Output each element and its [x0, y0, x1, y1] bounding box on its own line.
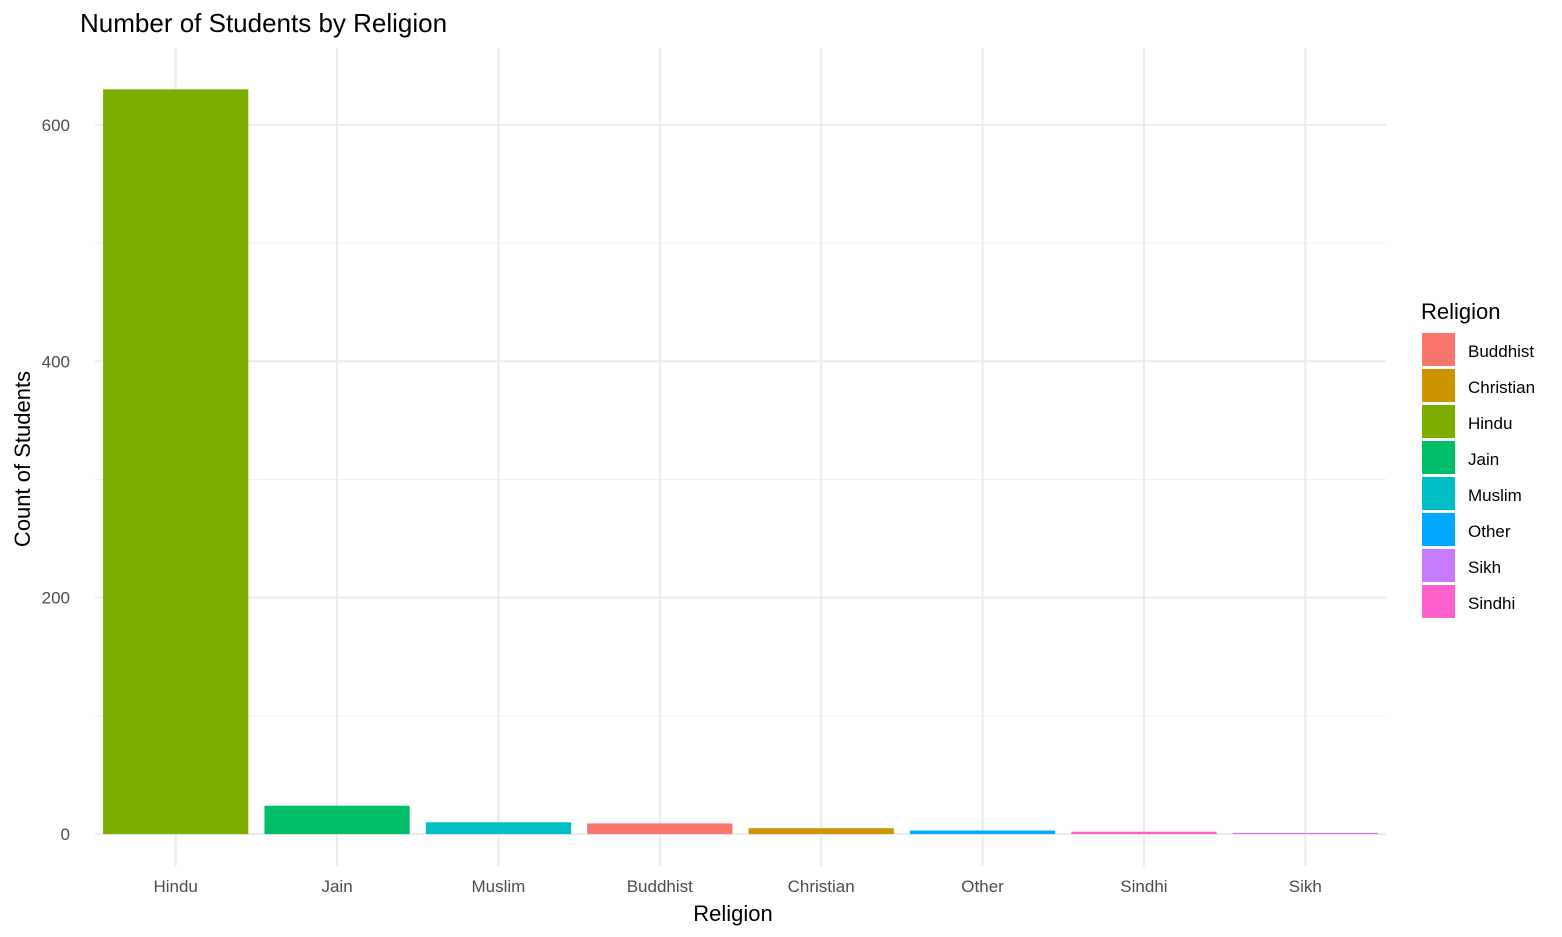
- x-tick-label: Sikh: [1289, 877, 1322, 896]
- bar-sikh: [1232, 832, 1378, 835]
- y-tick-label: 0: [61, 825, 70, 844]
- legend-swatch-muslim: [1422, 477, 1455, 510]
- legend-swatch-sikh: [1422, 549, 1455, 582]
- bar-christian: [748, 828, 894, 835]
- grid-lines: [95, 48, 1386, 866]
- y-tick-label: 600: [42, 116, 70, 135]
- bar-buddhist: [587, 823, 733, 835]
- y-tick-label: 200: [42, 589, 70, 608]
- y-axis-title: Count of Students: [10, 371, 35, 547]
- legend-label-muslim: Muslim: [1468, 486, 1522, 505]
- x-tick-label: Sindhi: [1120, 877, 1167, 896]
- x-axis-title: Religion: [693, 901, 773, 926]
- legend-label-other: Other: [1468, 522, 1511, 541]
- legend-label-sindhi: Sindhi: [1468, 594, 1515, 613]
- bar-other: [909, 830, 1056, 835]
- x-tick-label: Christian: [788, 877, 855, 896]
- x-tick-label: Jain: [321, 877, 352, 896]
- legend-label-hindu: Hindu: [1468, 414, 1512, 433]
- legend-swatch-buddhist: [1422, 333, 1455, 366]
- legend-swatch-other: [1422, 513, 1455, 546]
- legend-swatch-hindu: [1422, 405, 1455, 438]
- x-tick-label: Buddhist: [627, 877, 693, 896]
- legend-items: Buddhist Christian Hindu Jain Muslim Other Sik…: [1422, 333, 1535, 618]
- x-tick-label: Other: [961, 877, 1004, 896]
- legend-swatch-jain: [1422, 441, 1455, 474]
- legend-title: Religion: [1421, 299, 1501, 324]
- legend-label-buddhist: Buddhist: [1468, 342, 1534, 361]
- x-tick-label: Muslim: [472, 877, 526, 896]
- bar-sindhi: [1071, 831, 1217, 835]
- legend: Religion Buddhist Christian Hindu Jain Musli…: [1421, 299, 1535, 618]
- legend-label-jain: Jain: [1468, 450, 1499, 469]
- legend-label-sikh: Sikh: [1468, 558, 1501, 577]
- legend-swatch-christian: [1422, 369, 1455, 402]
- chart-title: Number of Students by Religion: [80, 8, 447, 38]
- x-axis-tick-labels: Hindu Jain Muslim Buddhist Christian Other Sin…: [153, 877, 1321, 896]
- bar-jain: [264, 805, 410, 835]
- bars: [103, 89, 1378, 835]
- x-tick-label: Hindu: [153, 877, 197, 896]
- y-tick-label: 400: [42, 352, 70, 371]
- legend-swatch-sindhi: [1422, 585, 1455, 618]
- y-axis-tick-labels: 0 200 400 600: [42, 116, 70, 844]
- bar-hindu: [103, 89, 249, 835]
- legend-label-christian: Christian: [1468, 378, 1535, 397]
- bar-muslim: [425, 822, 572, 835]
